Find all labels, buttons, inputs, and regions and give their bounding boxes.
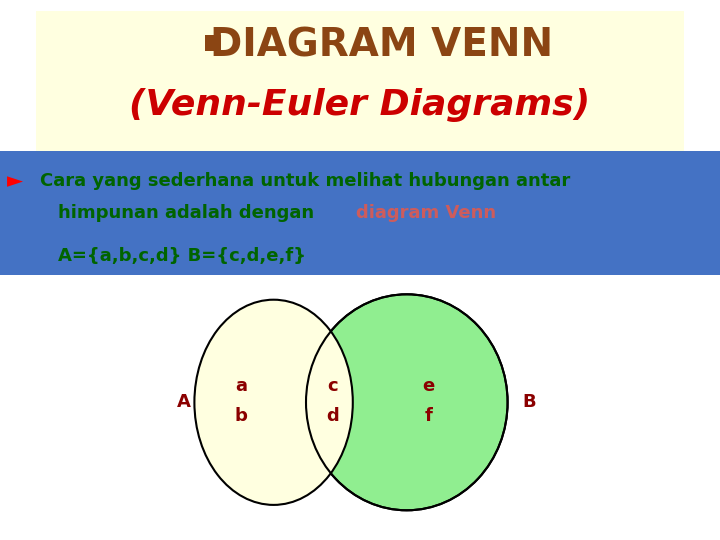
Text: d: d	[326, 407, 339, 425]
Text: Cara yang sederhana untuk melihat hubungan antar: Cara yang sederhana untuk melihat hubung…	[40, 172, 570, 190]
Ellipse shape	[194, 300, 353, 505]
Bar	[0, 151, 720, 275]
Text: e: e	[422, 377, 435, 395]
Text: diagram Venn: diagram Venn	[356, 204, 497, 222]
Text: a: a	[235, 377, 247, 395]
Bar	[205, 35, 221, 51]
Text: b: b	[235, 407, 248, 425]
Text: B: B	[523, 393, 536, 411]
Text: c: c	[328, 377, 338, 395]
Text: ►: ►	[7, 171, 23, 191]
Text: f: f	[425, 407, 432, 425]
Bar	[36, 11, 684, 151]
Text: himpunan adalah dengan: himpunan adalah dengan	[58, 204, 320, 222]
Text: (Venn-Euler Diagrams): (Venn-Euler Diagrams)	[130, 89, 590, 122]
Text: A: A	[176, 393, 191, 411]
Text: A={a,b,c,d} B={c,d,e,f}: A={a,b,c,d} B={c,d,e,f}	[58, 247, 305, 266]
Text: DIAGRAM VENN: DIAGRAM VENN	[210, 27, 553, 65]
Ellipse shape	[306, 294, 508, 510]
